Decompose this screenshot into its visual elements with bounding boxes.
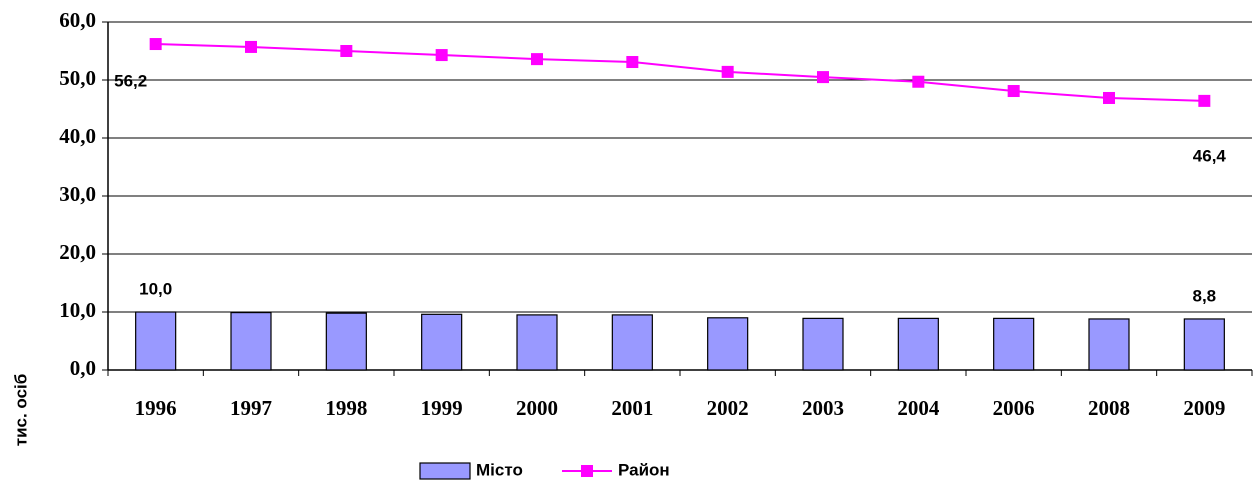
x-tick-label: 1999 (421, 396, 463, 420)
line (155, 43, 1205, 102)
y-tick-label: 40,0 (59, 124, 96, 148)
legend-label: Район (618, 460, 670, 479)
x-tick-label: 2001 (611, 396, 653, 420)
bar (802, 317, 844, 371)
x-tick-label: 2006 (993, 396, 1035, 420)
y-tick-label: 20,0 (59, 240, 96, 264)
bar (421, 313, 463, 371)
marker (626, 56, 639, 69)
bar (325, 312, 367, 371)
y-tick-label: 0,0 (70, 356, 96, 380)
bar (707, 317, 749, 371)
x-tick-label: 2008 (1088, 396, 1130, 420)
x-tick-label: 2009 (1183, 396, 1225, 420)
x-tick-label: 2003 (802, 396, 844, 420)
bar (516, 314, 558, 371)
bar (230, 311, 272, 371)
marker (245, 40, 257, 53)
data-label: 56,2 (114, 72, 147, 91)
marker (912, 75, 925, 88)
marker (340, 45, 353, 57)
bar (1183, 318, 1225, 371)
y-tick-label: 60,0 (59, 8, 96, 32)
marker (1198, 94, 1211, 107)
marker (149, 38, 162, 51)
x-tick-label: 1998 (325, 396, 367, 420)
data-label: 46,4 (1193, 146, 1227, 165)
y-tick-label: 50,0 (59, 66, 96, 90)
bar (135, 311, 177, 371)
bar (897, 317, 939, 371)
y-axis-label: тис. осіб (11, 374, 30, 447)
data-label: 8,8 (1193, 286, 1217, 305)
y-tick-label: 30,0 (59, 182, 96, 206)
x-tick-label: 2000 (516, 396, 558, 420)
marker (721, 65, 734, 78)
marker (1007, 85, 1020, 98)
marker (1103, 91, 1115, 104)
legend-marker (581, 465, 593, 477)
x-tick-label: 2004 (897, 396, 940, 420)
x-tick-label: 2002 (707, 396, 749, 420)
legend-label: Місто (476, 460, 523, 479)
x-tick-label: 1996 (135, 396, 177, 420)
bar (993, 317, 1035, 371)
x-tick-label: 1997 (230, 396, 272, 420)
data-label: 10,0 (139, 279, 172, 298)
marker (435, 49, 448, 62)
y-tick-label: 10,0 (59, 298, 96, 322)
bar (611, 314, 653, 371)
marker (531, 53, 543, 66)
bar (1088, 318, 1130, 371)
marker (817, 71, 829, 84)
legend-swatch (419, 462, 471, 480)
